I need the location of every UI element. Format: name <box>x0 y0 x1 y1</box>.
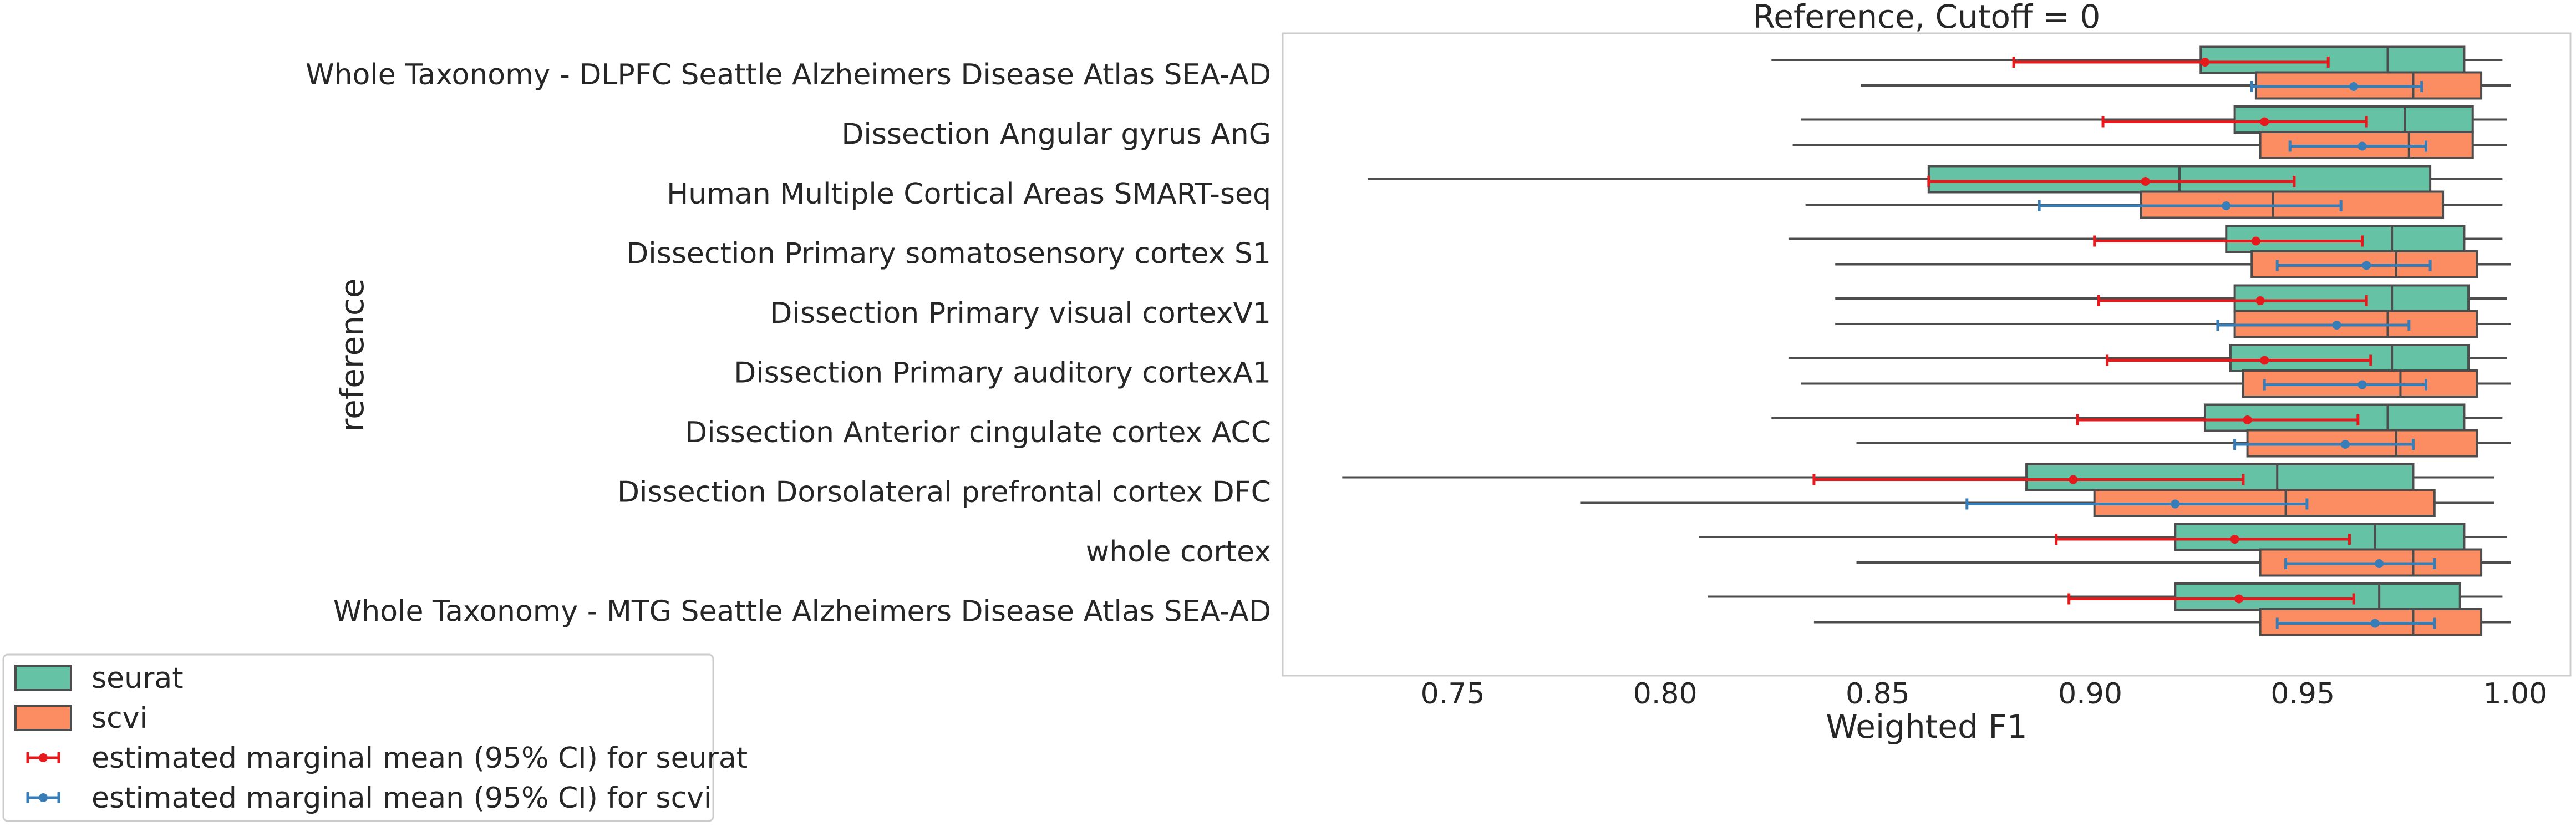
legend: seurat scvi estimated marginal mean (95% C… <box>2 653 748 822</box>
x-tick-label: 0.90 <box>2058 677 2122 711</box>
seurat-marginal-mean-point <box>2230 535 2239 544</box>
legend-frame <box>2 653 714 822</box>
seurat-box <box>2174 582 2461 611</box>
seurat-marginal-mean-point <box>2069 475 2078 484</box>
scvi-marginal-mean-point <box>2332 321 2341 330</box>
seurat-marginal-mean-point <box>2141 177 2150 186</box>
legend-label: seurat <box>92 662 184 695</box>
seurat-marginal-mean-point <box>2200 58 2209 67</box>
x-axis-label: Weighted F1 <box>1826 708 2027 746</box>
seurat-marginal-mean-point <box>2260 117 2269 126</box>
x-tick-label: 0.85 <box>1846 677 1910 711</box>
category-label: Human Multiple Cortical Areas SMART-seq <box>667 178 1271 211</box>
scvi-box <box>2259 548 2483 577</box>
category-label: Dissection Primary somatosensory cortex … <box>626 237 1271 271</box>
seurat-box <box>2174 523 2466 551</box>
scvi-marginal-mean-point <box>2370 619 2380 628</box>
legend-errorbar-point <box>39 753 48 762</box>
scvi-marginal-mean-point <box>2171 499 2180 509</box>
x-tick-label: 0.95 <box>2270 677 2335 711</box>
category-label: Dissection Primary auditory cortexA1 <box>734 357 1271 390</box>
scvi-marginal-mean-point <box>2362 261 2371 270</box>
legend-label: estimated marginal mean (95% CI) for seu… <box>92 742 748 775</box>
x-tick-label: 0.80 <box>1633 677 1698 711</box>
seurat-box <box>2233 284 2470 313</box>
seurat-marginal-mean-point <box>2234 594 2244 604</box>
seurat-box <box>2225 225 2466 253</box>
scvi-marginal-mean-point <box>2357 380 2367 389</box>
x-tick-label: 1.00 <box>2483 677 2547 711</box>
seurat-marginal-mean-point <box>2255 296 2265 305</box>
category-label: Dissection Angular gyrus AnG <box>841 118 1271 151</box>
legend-swatch-seurat <box>14 665 72 691</box>
y-axis-label: reference <box>333 278 371 432</box>
chart-title: Reference, Cutoff = 0 <box>1753 0 2101 36</box>
x-tick-label: 0.75 <box>1421 677 1485 711</box>
category-labels: Whole Taxonomy - DLPFC Seattle Alzheimer… <box>306 58 1271 629</box>
scvi-marginal-mean-point <box>2349 82 2359 91</box>
category-label: whole cortex <box>1086 535 1271 569</box>
category-label: Whole Taxonomy - MTG Seattle Alzheimers … <box>333 595 1271 629</box>
seurat-box <box>2025 463 2415 491</box>
scvi-marginal-mean-point <box>2340 440 2350 449</box>
scvi-marginal-mean-point <box>2222 201 2231 210</box>
seurat-marginal-mean-point <box>2260 356 2269 365</box>
seurat-marginal-mean-point <box>2243 415 2252 424</box>
scvi-marginal-mean-point <box>2375 559 2384 568</box>
legend-label: estimated marginal mean (95% CI) for scv… <box>92 782 712 815</box>
category-label: Whole Taxonomy - DLPFC Seattle Alzheimer… <box>306 58 1271 92</box>
seurat-box <box>2229 344 2470 372</box>
seurat-box <box>2233 105 2474 134</box>
legend-swatch-scvi <box>14 705 72 731</box>
marginal-mean-series <box>1812 57 2436 629</box>
x-tick-labels: 0.75 0.80 0.85 0.90 0.95 1.00 <box>1421 677 2548 711</box>
category-label: Dissection Anterior cingulate cortex ACC <box>685 416 1271 449</box>
legend-errorbar-point <box>39 793 48 802</box>
legend-label: scvi <box>92 702 148 735</box>
category-label: Dissection Dorsolateral prefrontal corte… <box>617 476 1271 509</box>
scvi-marginal-mean-point <box>2357 141 2367 151</box>
seurat-box <box>2199 45 2466 74</box>
category-label: Dissection Primary visual cortexV1 <box>770 297 1271 330</box>
seurat-marginal-mean-point <box>2251 236 2260 246</box>
